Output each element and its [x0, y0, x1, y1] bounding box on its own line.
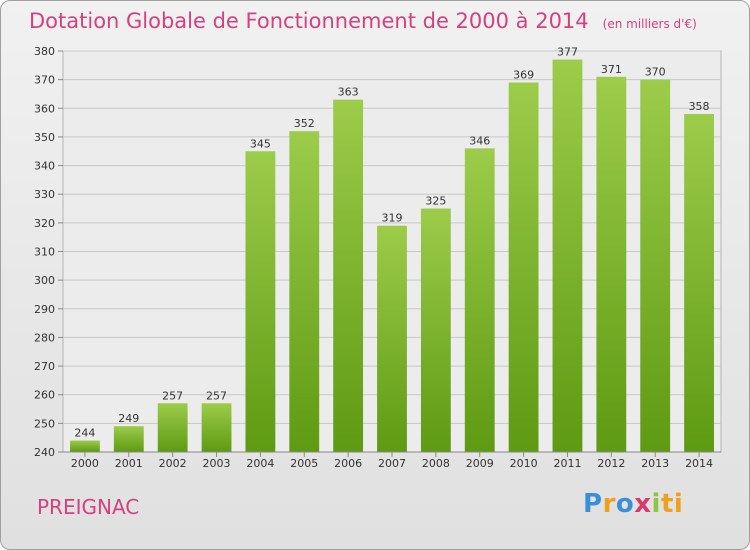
logo-letter: r: [602, 489, 616, 519]
bar[interactable]: [464, 148, 495, 452]
data-label: 370: [645, 66, 666, 79]
y-tick-label: 380: [34, 45, 55, 58]
data-label: 363: [338, 86, 359, 99]
data-label: 257: [206, 389, 227, 402]
x-tick-label: 2007: [378, 457, 406, 470]
y-tick-label: 240: [34, 446, 55, 459]
x-tick-label: 2003: [203, 457, 231, 470]
y-tick-label: 300: [34, 274, 55, 287]
data-labels: 244 249 257 257 345 352 363 319 325 346 369 377 371 3…: [74, 46, 709, 440]
y-axis: 240 250 260 270 280 290 300 310 320 330 340 350 360 3…: [34, 45, 63, 459]
data-label: 249: [118, 412, 139, 425]
bar[interactable]: [596, 76, 627, 453]
commune-name: PREIGNAC: [37, 495, 140, 519]
chart-unit-label: (en milliers d'€): [602, 17, 697, 31]
bar[interactable]: [377, 225, 407, 452]
bar[interactable]: [640, 79, 671, 453]
x-tick-label: 2006: [334, 457, 362, 470]
data-label: 325: [425, 195, 446, 208]
bars: [70, 59, 714, 453]
x-tick-label: 2010: [510, 457, 538, 470]
y-tick-label: 280: [34, 331, 55, 344]
chart-title-text: Dotation Globale de Fonctionnement de 20…: [29, 9, 589, 33]
y-tick-label: 320: [34, 217, 55, 230]
x-tick-label: 2013: [641, 457, 669, 470]
bar[interactable]: [552, 59, 583, 452]
y-tick-label: 310: [34, 246, 55, 259]
bar[interactable]: [157, 403, 188, 452]
bar[interactable]: [508, 82, 539, 452]
y-tick-label: 250: [34, 417, 55, 430]
x-tick-label: 2008: [422, 457, 450, 470]
logo-letter: x: [634, 489, 652, 519]
data-label: 377: [557, 46, 578, 59]
data-label: 257: [162, 389, 183, 402]
y-tick-label: 270: [34, 360, 55, 373]
proxiti-logo[interactable]: Proxiti: [583, 489, 683, 519]
data-label: 244: [74, 427, 95, 440]
bar[interactable]: [245, 151, 276, 452]
x-tick-label: 2012: [597, 457, 625, 470]
y-tick-label: 290: [34, 303, 55, 316]
bar[interactable]: [70, 440, 100, 452]
x-tick-label: 2009: [466, 457, 494, 470]
bar[interactable]: [420, 208, 451, 452]
x-tick-label: 2000: [71, 457, 99, 470]
x-axis: 2000 2001 2002 2003 2004 2005 2006 2007 2008 2009…: [63, 451, 721, 470]
bar[interactable]: [113, 426, 144, 452]
x-tick-label: 2002: [159, 457, 187, 470]
data-label: 319: [382, 212, 403, 225]
y-tick-label: 360: [34, 102, 55, 115]
logo-letter: P: [583, 489, 603, 519]
x-tick-label: 2011: [553, 457, 581, 470]
data-label: 346: [469, 134, 490, 147]
data-label: 371: [601, 63, 622, 76]
bar[interactable]: [201, 403, 232, 452]
logo-letter: o: [615, 489, 635, 519]
y-tick-label: 260: [34, 389, 55, 402]
x-tick-label: 2005: [290, 457, 318, 470]
y-tick-label: 330: [34, 188, 55, 201]
chart-title: Dotation Globale de Fonctionnement de 20…: [29, 9, 697, 33]
x-tick-label: 2004: [246, 457, 274, 470]
y-tick-label: 340: [34, 160, 55, 173]
data-label: 358: [689, 100, 710, 113]
bar[interactable]: [289, 131, 320, 452]
bar[interactable]: [684, 114, 714, 452]
data-label: 345: [250, 137, 271, 150]
x-tick-label: 2014: [685, 457, 713, 470]
y-tick-label: 370: [34, 74, 55, 87]
y-tick-label: 350: [34, 131, 55, 144]
bar[interactable]: [333, 99, 364, 452]
logo-letter: ti: [660, 489, 684, 519]
logo-letter: i: [651, 489, 661, 519]
data-label: 352: [294, 117, 315, 130]
x-tick-label: 2001: [115, 457, 143, 470]
data-label: 369: [513, 69, 534, 82]
